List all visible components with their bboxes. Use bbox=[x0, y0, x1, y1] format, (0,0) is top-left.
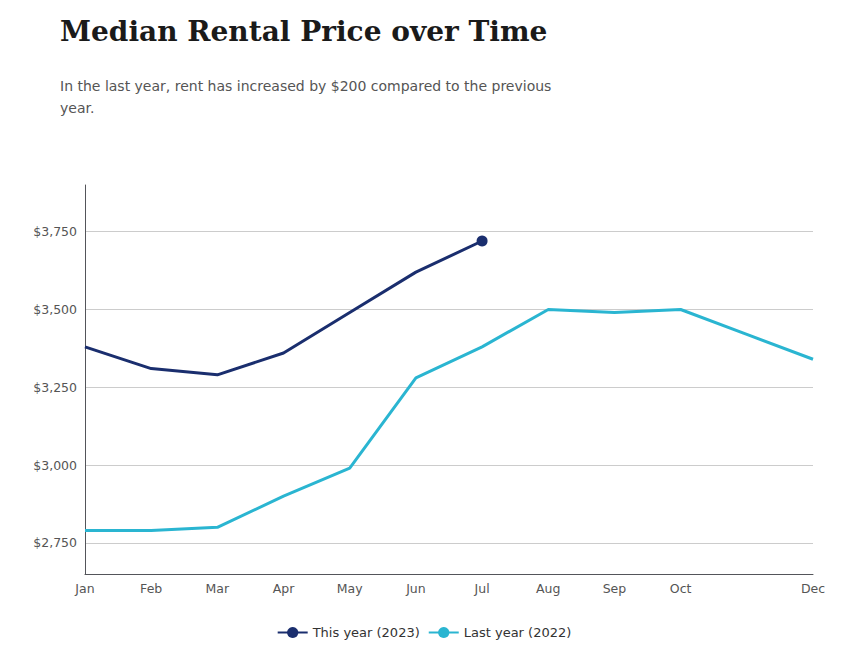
svg-text:Feb: Feb bbox=[140, 581, 162, 596]
svg-text:Last year (2022): Last year (2022) bbox=[464, 625, 572, 640]
svg-text:Dec: Dec bbox=[801, 581, 825, 596]
svg-text:Mar: Mar bbox=[206, 581, 230, 596]
svg-text:year.: year. bbox=[60, 100, 94, 116]
svg-text:Jul: Jul bbox=[474, 581, 490, 596]
svg-text:Aug: Aug bbox=[536, 581, 560, 596]
svg-text:$3,500: $3,500 bbox=[33, 302, 77, 317]
svg-text:Median Rental Price over Time: Median Rental Price over Time bbox=[60, 15, 547, 48]
svg-text:This year (2023): This year (2023) bbox=[312, 625, 420, 640]
svg-text:In the last year, rent has inc: In the last year, rent has increased by … bbox=[60, 78, 556, 94]
svg-text:$3,250: $3,250 bbox=[33, 380, 77, 395]
svg-text:Jun: Jun bbox=[405, 581, 426, 596]
svg-text:Oct: Oct bbox=[670, 581, 692, 596]
svg-text:$3,000: $3,000 bbox=[33, 458, 77, 473]
svg-text:$3,750: $3,750 bbox=[33, 224, 77, 239]
svg-text:Sep: Sep bbox=[603, 581, 627, 596]
svg-text:May: May bbox=[337, 581, 363, 596]
svg-text:$2,750: $2,750 bbox=[33, 535, 77, 550]
svg-text:Apr: Apr bbox=[273, 581, 295, 596]
svg-text:Jan: Jan bbox=[74, 581, 94, 596]
